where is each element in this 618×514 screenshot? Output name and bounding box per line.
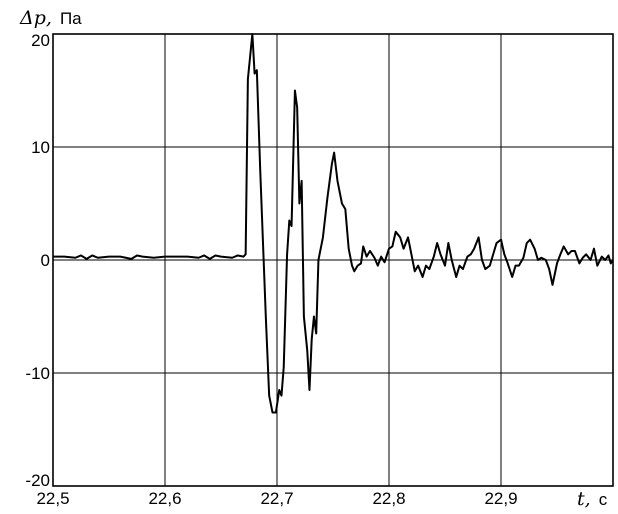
x-tick-label: 22,8 xyxy=(372,489,405,508)
grid xyxy=(52,33,613,487)
x-tick-label: 22,6 xyxy=(148,489,181,508)
x-axis-title: t, с xyxy=(577,488,608,510)
y-axis-title: Δp, Па xyxy=(19,7,82,29)
y-tick-label: 0 xyxy=(41,251,50,270)
y-tick-label: -20 xyxy=(25,471,50,490)
y-tick-labels: 20 10 0 -10 -20 xyxy=(25,31,50,490)
x-tick-labels: 22,5 22,6 22,7 22,8 22,9 xyxy=(36,489,517,508)
x-axis-unit: с xyxy=(599,490,608,509)
y-axis-variable: Δp, xyxy=(19,7,52,29)
series-line xyxy=(53,33,614,414)
x-tick-label: 22,7 xyxy=(260,489,293,508)
x-tick-label: 22,5 xyxy=(36,489,69,508)
y-tick-label: 10 xyxy=(31,138,50,157)
y-tick-label: 20 xyxy=(31,31,50,50)
y-tick-label: -10 xyxy=(25,364,50,383)
series-group xyxy=(53,33,614,414)
x-axis-variable: t, xyxy=(577,488,591,510)
plot-frame xyxy=(52,33,614,487)
x-tick-label: 22,9 xyxy=(484,489,517,508)
y-axis-unit: Па xyxy=(60,9,82,28)
